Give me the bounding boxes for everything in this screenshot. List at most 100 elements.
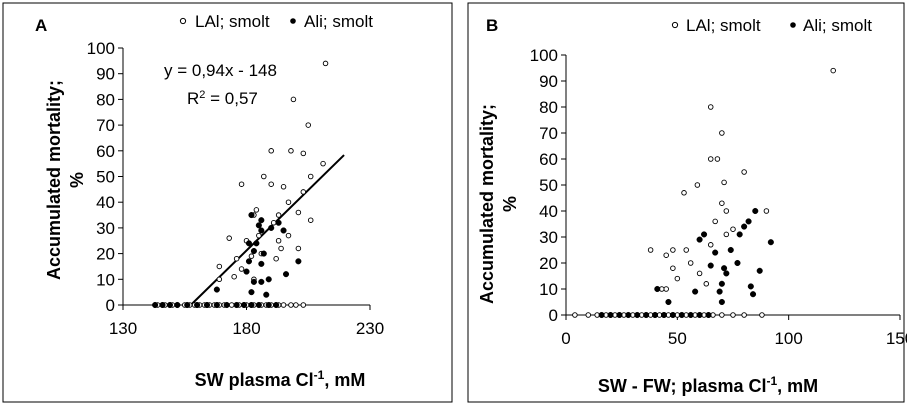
data-point-ali — [282, 271, 290, 278]
data-point-lal — [238, 181, 245, 187]
data-point-lal — [253, 207, 260, 213]
trendline-r2: R2 = 0,57 — [187, 89, 258, 108]
panel-a-xlabel-unit: , mM — [324, 370, 365, 390]
data-point-ali — [696, 236, 703, 243]
y-tick-label: 100 — [87, 39, 115, 58]
data-point-ali — [213, 301, 220, 309]
data-point-lal — [687, 260, 694, 266]
trendline-r2-sup: 2 — [199, 89, 205, 101]
panel-b-xlabel-unit: , mM — [777, 376, 818, 396]
data-point-ali — [258, 260, 265, 267]
panel-b-xlabel-sup: -1 — [767, 374, 778, 388]
data-point-ali — [707, 262, 714, 269]
data-point-ali — [263, 291, 270, 298]
data-point-ali — [213, 286, 220, 293]
legend-open-marker — [671, 21, 679, 29]
x-tick-label: 230 — [356, 319, 384, 338]
data-point-ali — [696, 311, 703, 319]
data-point-ali — [265, 276, 272, 283]
data-point-ali — [248, 301, 255, 309]
panel-a-ylabel-line2: % — [67, 172, 87, 188]
data-point-lal — [231, 273, 237, 280]
data-point-lal — [830, 67, 836, 74]
data-point-lal — [741, 312, 747, 318]
data-point-ali — [616, 311, 623, 319]
data-point-ali — [273, 301, 280, 309]
legend-filled-label: Ali; smolt — [803, 16, 872, 35]
panel-b-plot: 0 10 20 30 40 50 60 70 80 90 100 0 50 100 150 — [530, 46, 907, 348]
y-tick-label: 100 — [530, 46, 558, 65]
panel-b-ylabel-line1: Accumulated mortality; — [477, 104, 497, 304]
y-tick-label: 90 — [96, 65, 115, 84]
data-point-lal — [763, 208, 770, 214]
data-point-ali — [687, 311, 694, 319]
data-point-lal — [248, 253, 255, 259]
data-point-ali — [253, 240, 260, 247]
data-point-lal — [226, 235, 232, 241]
data-point-ali — [152, 301, 159, 309]
panel-b-xlabel: SW - FW; plasma Cl-1, mM — [598, 374, 818, 396]
data-point-lal — [278, 245, 284, 252]
y-tick-label: 70 — [539, 124, 558, 143]
panel-b-legend: LAl; smolt Ali; smolt — [671, 16, 872, 35]
panel-b: B LAl; smolt Ali; smolt Accumulated mort… — [467, 2, 907, 403]
data-point-lal — [696, 270, 703, 277]
data-point-ali — [712, 249, 719, 256]
panel-a-xlabel-sup: -1 — [314, 368, 325, 382]
data-point-ali — [767, 239, 774, 246]
data-point-ali — [248, 289, 255, 296]
data-point-ali — [756, 267, 763, 274]
y-tick-label: 10 — [539, 280, 558, 299]
x-tick-label: 150 — [886, 329, 907, 348]
data-point-ali — [243, 268, 250, 275]
data-point-ali — [705, 311, 712, 319]
data-point-lal — [216, 276, 223, 283]
data-point-ali — [203, 301, 211, 309]
data-point-lal — [585, 312, 592, 318]
data-point-lal — [714, 156, 721, 162]
panel-b-ylabel: Accumulated mortality;% — [477, 104, 520, 304]
data-point-ali — [736, 231, 743, 238]
data-point-lal — [285, 232, 292, 239]
data-point-lal — [238, 266, 245, 272]
data-point-ali — [275, 219, 282, 226]
data-point-lal — [268, 181, 274, 187]
panel-a-label: A — [35, 16, 47, 35]
data-point-lal — [681, 190, 687, 196]
data-point-lal — [647, 247, 654, 253]
y-tick-label: 80 — [96, 90, 115, 109]
data-point-lal — [275, 237, 282, 244]
data-point-ali — [665, 298, 672, 306]
data-point-ali — [752, 207, 759, 215]
x-tick-label: 130 — [109, 319, 137, 338]
data-point-ali — [723, 270, 730, 277]
data-point-lal — [295, 209, 302, 216]
data-point-ali — [654, 285, 661, 293]
legend-filled-label: Ali; smolt — [304, 12, 373, 31]
data-point-ali — [669, 311, 676, 319]
data-point-lal — [290, 96, 297, 103]
data-point-lal — [268, 148, 274, 154]
panel-b-label: B — [486, 16, 498, 35]
x-tick-label: 0 — [561, 329, 570, 348]
data-point-lal — [261, 173, 267, 180]
data-point-ali — [223, 301, 230, 309]
legend-open-label: LAl; smolt — [686, 16, 761, 35]
data-point-lal — [307, 217, 314, 223]
data-point-lal — [305, 122, 312, 128]
data-point-lal — [288, 148, 294, 154]
panel-b-xlabel-main: SW - FW; plasma Cl — [598, 376, 767, 396]
data-point-lal — [322, 60, 329, 67]
data-point-ali — [598, 311, 605, 319]
panel-a-frame — [2, 2, 453, 403]
data-point-ali — [159, 301, 166, 309]
trendline-r2-prefix: R — [187, 89, 199, 108]
panel-a-plot: 0 10 20 30 40 50 60 70 80 90 100 130 180 230 — [87, 39, 385, 338]
data-point-ali — [625, 311, 632, 319]
trendline-r2-value: = 0,57 — [205, 89, 257, 108]
data-point-ali — [295, 258, 302, 265]
data-point-ali — [174, 301, 181, 309]
data-point-lal — [730, 312, 736, 318]
data-point-lal — [572, 312, 578, 318]
data-point-lal — [280, 302, 287, 308]
